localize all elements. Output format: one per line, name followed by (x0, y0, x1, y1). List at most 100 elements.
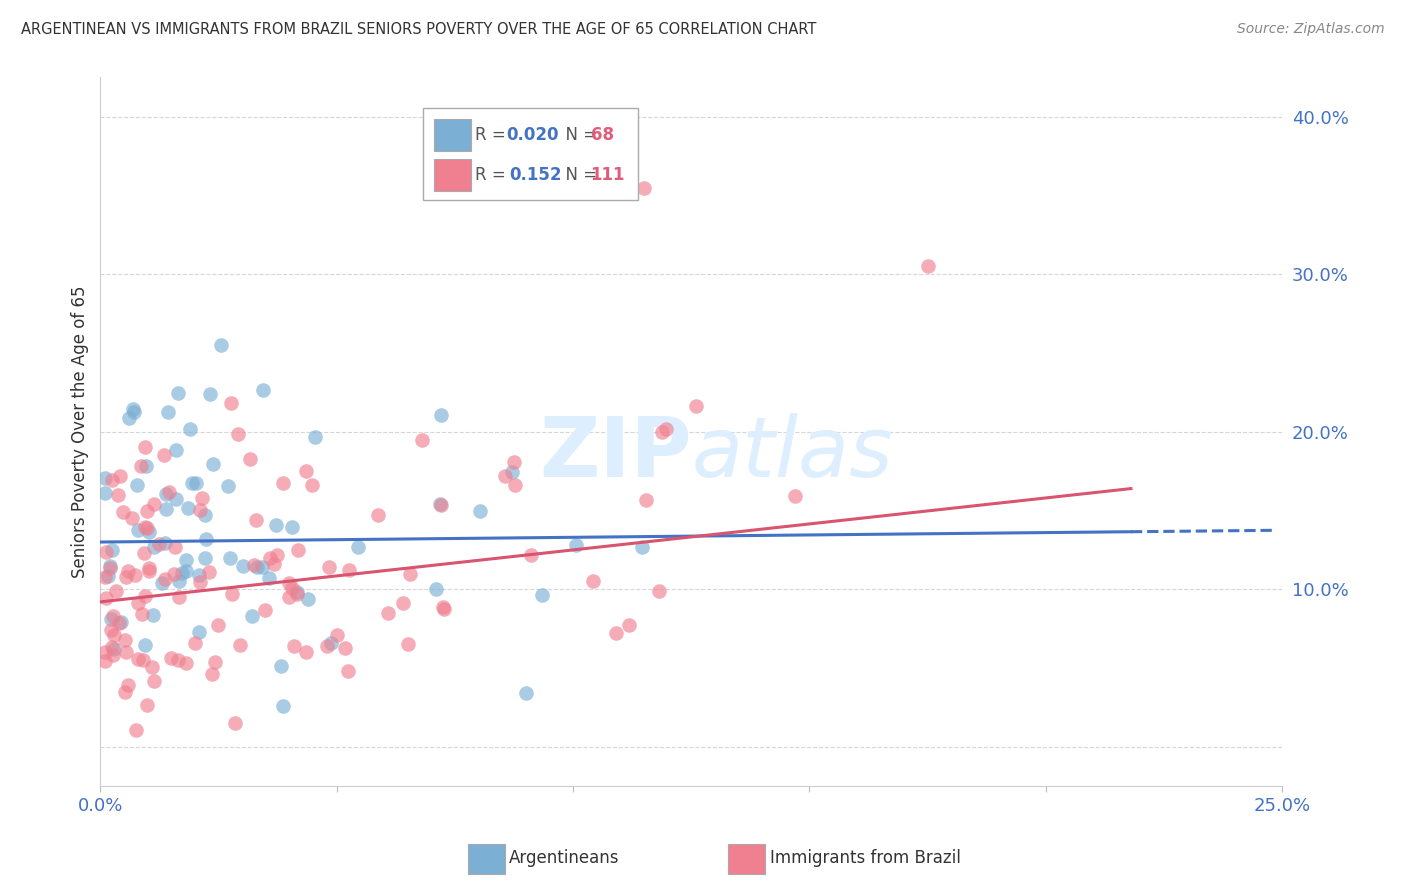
Point (112, 505, 135, 519)
Point (281, 581, 304, 595)
Point (367, 508, 389, 522)
Point (633, 180, 655, 194)
Point (202, 457, 225, 471)
Text: Argentineans: Argentineans (509, 849, 620, 867)
Point (101, 609, 124, 624)
Point (194, 533, 217, 547)
Point (917, 260, 939, 274)
Point (297, 592, 319, 607)
Text: 111: 111 (591, 166, 626, 184)
Point (176, 500, 198, 515)
Point (271, 698, 294, 713)
Point (117, 678, 139, 692)
Point (685, 399, 707, 413)
Text: Immigrants from Brazil: Immigrants from Brazil (770, 849, 962, 867)
Point (127, 596, 149, 610)
Point (515, 686, 537, 700)
Point (285, 585, 308, 599)
Point (336, 664, 359, 678)
Point (142, 540, 165, 554)
Point (165, 492, 187, 507)
Point (226, 427, 249, 442)
Point (143, 674, 166, 689)
Point (127, 652, 149, 666)
Point (174, 564, 197, 578)
Point (530, 588, 553, 602)
Point (94, 471, 117, 485)
Point (264, 518, 287, 533)
Point (115, 645, 138, 659)
Point (321, 636, 343, 650)
Point (132, 652, 155, 666)
Point (287, 543, 309, 558)
Point (316, 640, 339, 654)
Point (100, 543, 122, 558)
Point (253, 603, 276, 617)
Point (165, 540, 187, 554)
Point (651, 425, 673, 439)
Point (136, 698, 159, 713)
Point (337, 563, 360, 577)
Point (295, 464, 318, 478)
Point (148, 536, 170, 550)
Point (250, 560, 273, 574)
Point (114, 633, 136, 648)
Point (94, 645, 117, 659)
Point (221, 586, 243, 600)
Point (243, 558, 266, 573)
Point (181, 475, 204, 490)
Point (392, 596, 415, 610)
Point (277, 591, 299, 605)
Point (198, 387, 221, 401)
Point (163, 566, 186, 581)
Point (273, 476, 295, 491)
Point (468, 504, 491, 518)
Point (204, 655, 226, 669)
Point (228, 639, 250, 653)
Point (131, 607, 153, 622)
Point (115, 570, 138, 584)
Point (121, 511, 143, 525)
Point (169, 590, 191, 604)
Point (430, 499, 453, 513)
Point (101, 640, 124, 654)
Text: atlas: atlas (692, 413, 893, 493)
Point (103, 648, 125, 662)
Point (285, 587, 308, 601)
Point (134, 440, 156, 454)
Point (201, 667, 224, 681)
Point (520, 548, 543, 562)
Point (94, 570, 117, 584)
Point (100, 612, 122, 626)
Point (278, 576, 301, 591)
Point (110, 615, 132, 629)
Point (157, 405, 180, 419)
Point (503, 478, 526, 492)
Text: 0.020: 0.020 (506, 126, 558, 144)
Point (184, 636, 207, 650)
Point (108, 616, 131, 631)
Point (783, 489, 806, 503)
Point (174, 553, 197, 567)
Point (136, 521, 159, 535)
Point (605, 625, 627, 640)
Point (188, 574, 211, 589)
Point (617, 617, 640, 632)
Point (97, 569, 120, 583)
Point (326, 628, 349, 642)
Point (425, 582, 447, 596)
Point (153, 535, 176, 549)
Point (129, 458, 152, 473)
Point (167, 574, 190, 589)
Point (127, 524, 149, 538)
Point (176, 657, 198, 671)
Point (167, 385, 190, 400)
Point (430, 408, 453, 422)
Point (124, 568, 146, 582)
Point (335, 640, 357, 655)
Point (172, 566, 194, 581)
Point (194, 508, 217, 523)
Point (647, 584, 669, 599)
Point (501, 465, 523, 479)
Point (104, 583, 127, 598)
